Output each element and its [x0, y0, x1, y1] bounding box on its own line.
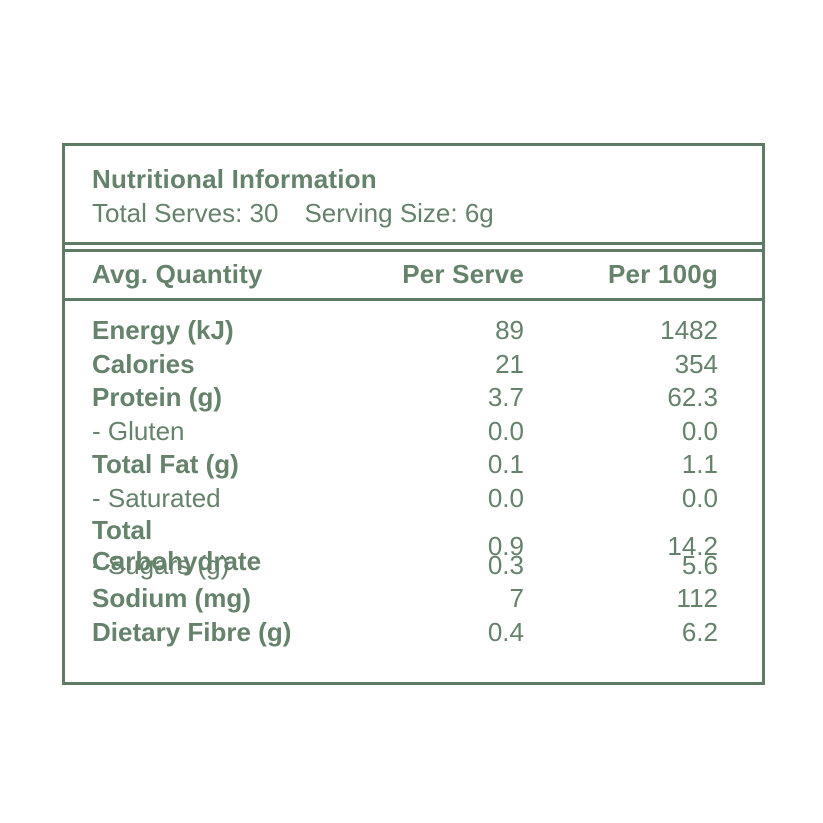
- table-row: Sodium (mg) 7 112: [92, 582, 718, 616]
- table-row: - Gluten 0.0 0.0: [92, 415, 718, 449]
- row-label: Sodium (mg): [92, 583, 251, 614]
- value-per-100g: 5.6: [681, 549, 718, 580]
- row-label: Total Carbohydrate: [92, 515, 262, 576]
- row-label: Calories: [92, 348, 195, 379]
- value-per-serve: 3.7: [487, 382, 524, 413]
- serves-line: Total Serves: 30 Serving Size: 6g: [92, 197, 735, 229]
- title-section: Nutritional Information Total Serves: 30…: [65, 146, 762, 245]
- row-label: Protein (g): [92, 382, 222, 413]
- row-label: Energy (kJ): [92, 315, 234, 346]
- row-label: - Sugars (g): [92, 549, 230, 580]
- value-per-100g: 0.0: [681, 482, 718, 513]
- value-per-100g: 354: [674, 348, 718, 379]
- value-per-serve: 0.1: [487, 449, 524, 480]
- value-per-serve: 0.9: [487, 530, 524, 561]
- value-per-100g: 112: [676, 583, 718, 614]
- value-per-100g: 14.2: [667, 530, 718, 561]
- table-row: - Sugars (g) 0.3 5.6: [92, 549, 718, 583]
- row-label: - Gluten: [92, 415, 185, 446]
- total-serves: Total Serves: 30: [92, 198, 279, 228]
- label-title: Nutritional Information: [92, 164, 377, 194]
- value-per-100g: 1482: [660, 315, 718, 346]
- value-per-serve: 21: [495, 348, 524, 379]
- table-row: - Saturated 0.0 0.0: [92, 482, 718, 516]
- column-header-avg-quantity: Avg. Quantity: [92, 259, 263, 289]
- value-per-100g: 6.2: [681, 616, 718, 647]
- nutrition-label: Nutritional Information Total Serves: 30…: [62, 143, 765, 685]
- column-header-per-serve: Per Serve: [402, 259, 524, 289]
- value-per-serve: 0.4: [487, 616, 524, 647]
- serving-size: Serving Size: 6g: [304, 198, 494, 228]
- value-per-serve: 0.0: [487, 415, 524, 446]
- row-label: - Saturated: [92, 482, 221, 513]
- table-row: Total Carbohydrate 0.9 14.2: [92, 515, 718, 576]
- value-per-serve: 89: [495, 315, 524, 346]
- column-header-row: Avg. Quantity Per Serve Per 100g: [65, 249, 762, 301]
- row-label: Total Fat (g): [92, 449, 239, 480]
- value-per-100g: 0.0: [681, 415, 718, 446]
- value-per-serve: 0.3: [487, 549, 524, 580]
- column-header-per-100g: Per 100g: [607, 259, 718, 289]
- table-row: Dietary Fibre (g) 0.4 6.2: [92, 616, 718, 650]
- value-per-serve: 0.0: [487, 482, 524, 513]
- row-label: Dietary Fibre (g): [92, 616, 292, 647]
- table-row: Protein (g) 3.7 62.3: [92, 381, 718, 415]
- value-per-100g: 62.3: [667, 382, 718, 413]
- table-row: Calories 21 354: [92, 348, 718, 382]
- table-row: Total Fat (g) 0.1 1.1: [92, 448, 718, 482]
- nutrition-table: Energy (kJ) 89 1482 Calories 21 354 Prot…: [65, 301, 762, 649]
- value-per-100g: 1.1: [681, 449, 718, 480]
- value-per-serve: 7: [509, 583, 524, 614]
- table-row: Energy (kJ) 89 1482: [92, 314, 718, 348]
